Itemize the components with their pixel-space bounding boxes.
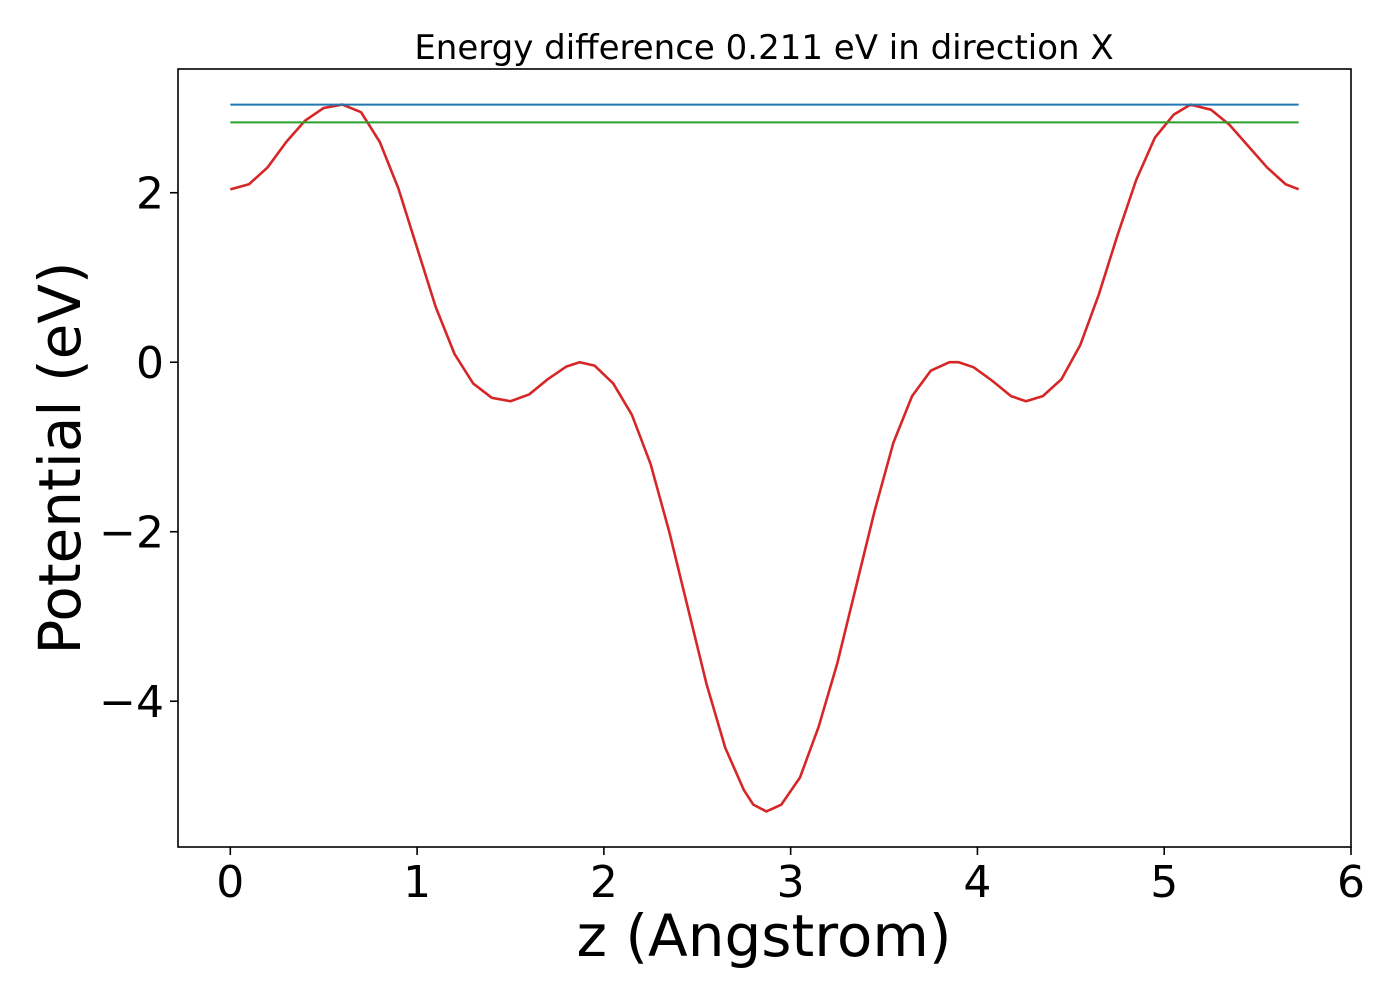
series-layer: [229, 103, 1300, 813]
x-tick-label: 1: [403, 857, 431, 908]
y-tick-label: 0: [136, 338, 164, 389]
plot-area-frame: [177, 68, 1352, 848]
series-line-0: [229, 103, 1300, 813]
y-tick-label: −2: [99, 508, 164, 559]
x-tick-label: 0: [216, 857, 244, 908]
y-tick-label: 2: [136, 169, 164, 220]
x-axis-label: z (Angstrom): [577, 902, 952, 970]
x-tick-label: 3: [777, 857, 805, 908]
x-axis-ticks: 0 1 2 3 4 5 6: [216, 847, 1365, 908]
x-tick-label: 2: [590, 857, 618, 908]
x-tick-label: 5: [1150, 857, 1178, 908]
y-tick-label: −4: [99, 677, 164, 728]
chart-title: Energy difference 0.211 eV in direction …: [414, 28, 1113, 68]
x-tick-label: 6: [1337, 857, 1365, 908]
y-axis-label: Potential (eV): [26, 261, 94, 654]
y-axis-ticks: 2 0 −2 −4: [99, 169, 178, 728]
x-tick-label: 4: [963, 857, 991, 908]
